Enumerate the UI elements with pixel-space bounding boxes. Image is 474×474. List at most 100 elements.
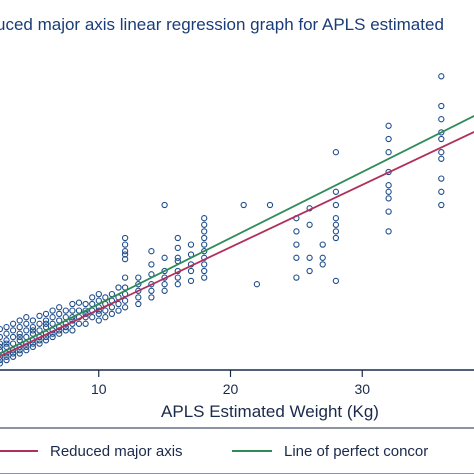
data-point: [385, 195, 392, 202]
chart-title: uced major axis linear regression graph …: [0, 15, 444, 34]
data-point: [23, 320, 30, 327]
data-point: [0, 356, 4, 364]
data-point: [49, 314, 56, 321]
lines-layer: [0, 115, 474, 358]
data-point: [29, 323, 37, 331]
data-point: [62, 327, 69, 334]
data-point: [332, 149, 340, 156]
data-point: [3, 356, 10, 364]
data-point: [319, 261, 326, 268]
legend-label-reduced-major-axis: Reduced major axis: [50, 443, 183, 460]
data-point: [438, 116, 445, 123]
x-tick-label: 30: [354, 381, 370, 397]
data-point: [82, 320, 89, 327]
data-point: [69, 307, 76, 314]
data-point: [121, 304, 129, 311]
data-point: [0, 325, 4, 333]
data-point: [385, 122, 392, 129]
data-point: [95, 310, 102, 318]
data-point: [108, 304, 116, 311]
data-point: [253, 281, 261, 288]
data-point: [0, 333, 4, 341]
data-point: [121, 255, 129, 263]
data-point: [115, 307, 122, 314]
data-point: [201, 248, 208, 255]
data-point: [82, 300, 89, 308]
data-point: [9, 353, 17, 360]
data-point: [438, 188, 445, 195]
data-point: [42, 317, 50, 324]
data-point: [29, 327, 37, 334]
perfect-concordance-line: [0, 115, 474, 355]
data-point: [148, 287, 155, 294]
legend-label-perfect-concordance: Line of perfect concor: [284, 443, 428, 460]
data-point: [82, 307, 89, 314]
data-point: [9, 320, 17, 327]
data-point: [306, 267, 313, 275]
data-point: [16, 350, 23, 357]
data-point: [385, 149, 392, 156]
data-point: [438, 129, 445, 136]
data-point: [306, 254, 313, 261]
data-point: [293, 274, 300, 281]
data-point: [332, 277, 340, 285]
x-tick-label: 10: [91, 381, 107, 397]
data-point: [306, 221, 313, 228]
data-point: [102, 314, 109, 321]
data-point: [174, 244, 181, 252]
data-point: [161, 281, 168, 288]
legend-box: [0, 427, 474, 474]
data-point: [23, 347, 30, 354]
x-tick-label: 20: [223, 381, 239, 397]
data-point: [23, 314, 30, 321]
data-point: [438, 201, 445, 209]
data-point: [187, 267, 195, 275]
data-point: [385, 135, 392, 143]
data-point: [438, 149, 445, 156]
data-point: [69, 327, 76, 334]
data-point: [121, 251, 129, 258]
data-point: [3, 337, 10, 344]
data-point: [16, 317, 23, 324]
data-point: [201, 241, 208, 248]
data-point: [95, 290, 102, 298]
data-point: [3, 323, 10, 331]
data-point: [293, 228, 300, 235]
data-point: [148, 261, 155, 268]
data-point: [0, 343, 4, 351]
data-point: [201, 274, 208, 281]
data-point: [9, 327, 17, 334]
data-point: [201, 215, 208, 222]
points-layer: [0, 73, 445, 367]
data-point: [332, 215, 340, 222]
data-point: [36, 320, 43, 327]
data-point: [187, 277, 195, 285]
data-point: [385, 188, 392, 195]
data-point: [49, 307, 56, 314]
data-point: [62, 307, 69, 314]
data-point: [161, 201, 168, 209]
data-point: [332, 234, 340, 242]
data-point: [56, 330, 63, 337]
data-point: [75, 299, 83, 306]
data-point: [201, 261, 208, 268]
data-point: [438, 73, 445, 80]
data-point: [42, 337, 50, 344]
data-point: [0, 340, 4, 347]
data-point: [332, 188, 340, 195]
data-point: [201, 228, 208, 235]
data-point: [29, 317, 37, 324]
data-point: [135, 300, 142, 308]
data-point: [16, 323, 23, 331]
data-point: [148, 294, 155, 301]
data-point: [148, 248, 155, 255]
data-point: [438, 175, 445, 182]
data-point: [3, 330, 10, 337]
data-point: [121, 297, 129, 304]
data-point: [385, 208, 392, 215]
reduced-major-axis-line: [0, 130, 474, 358]
data-point: [135, 287, 142, 294]
data-point: [385, 182, 392, 189]
